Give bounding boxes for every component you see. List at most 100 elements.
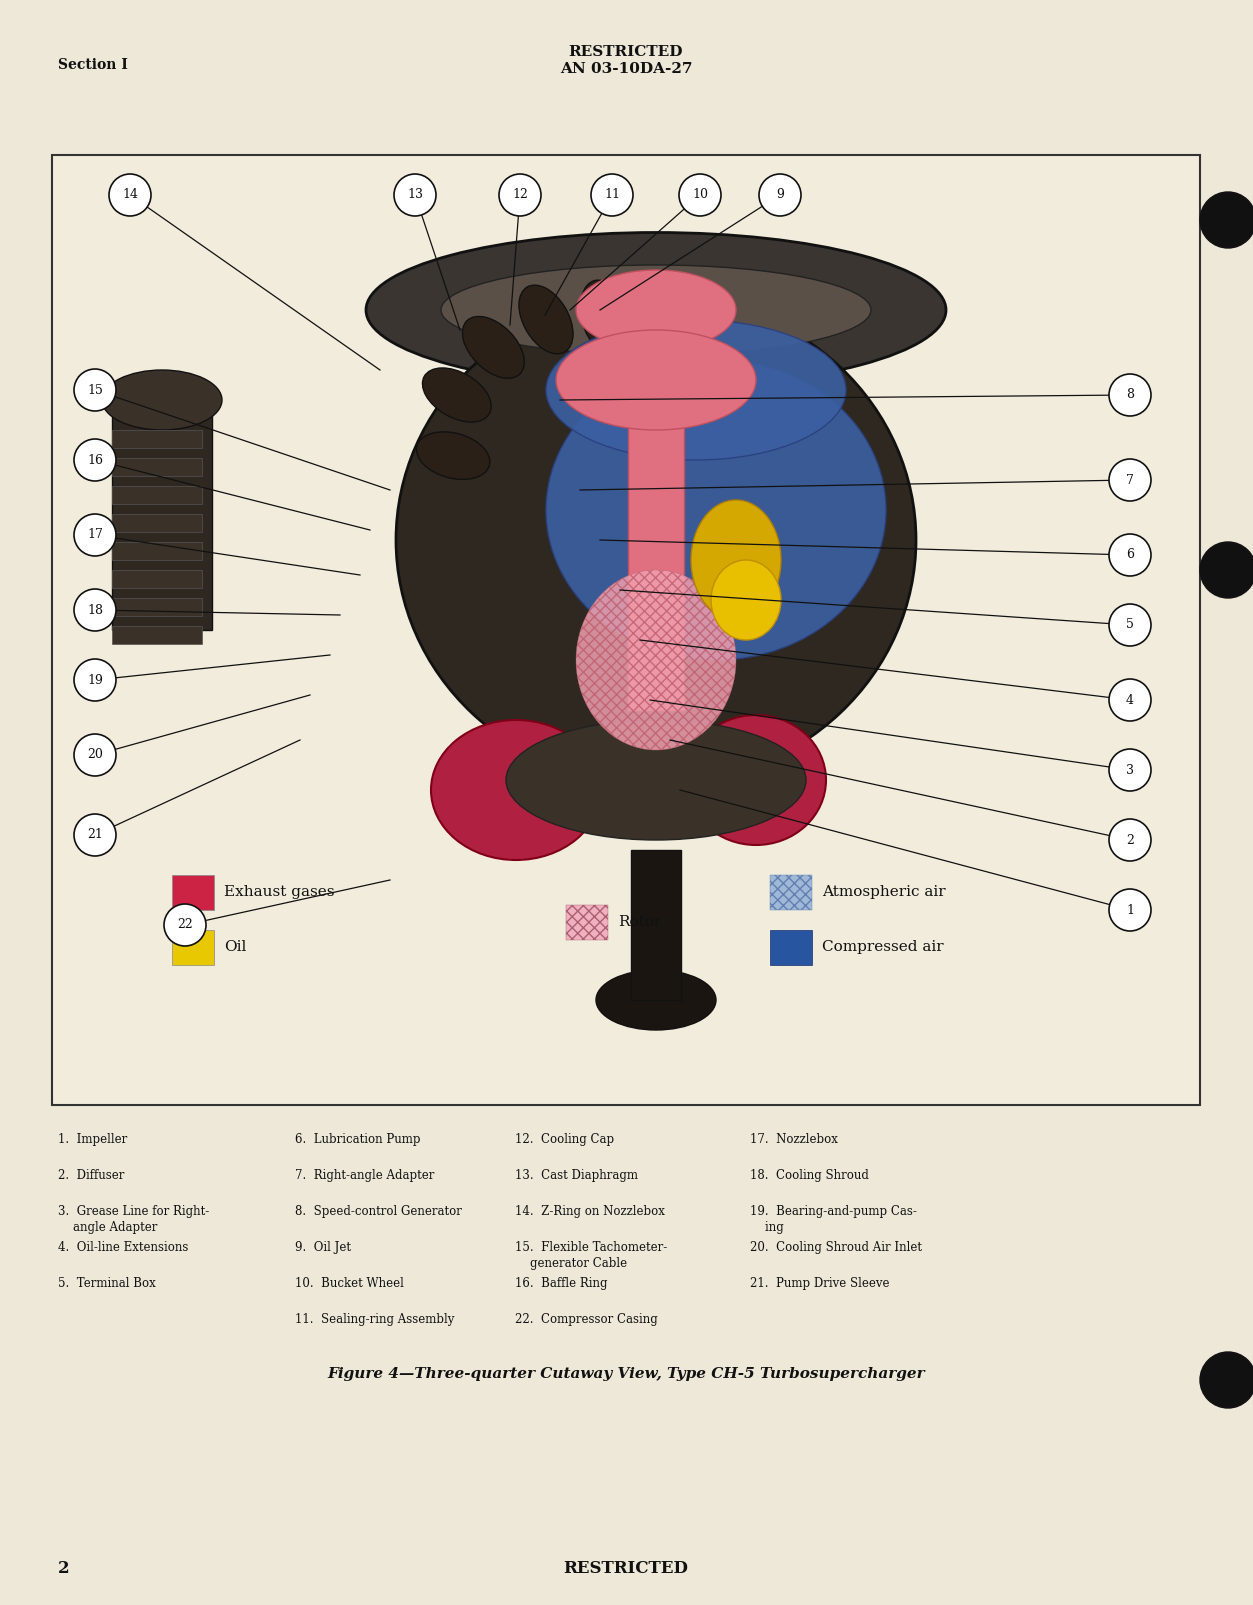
Bar	[628, 291, 684, 709]
Circle shape	[1200, 193, 1253, 249]
Bar	[771, 929, 812, 965]
Text: 19: 19	[86, 674, 103, 687]
Text: 21.  Pump Drive Sleeve: 21. Pump Drive Sleeve	[751, 1278, 890, 1290]
Text: 10.  Bucket Wheel: 10. Bucket Wheel	[294, 1278, 403, 1290]
Text: 5: 5	[1126, 618, 1134, 631]
Text: 22: 22	[177, 918, 193, 931]
Bar	[112, 430, 202, 448]
Circle shape	[74, 733, 117, 775]
Circle shape	[759, 173, 801, 217]
Circle shape	[1109, 750, 1152, 791]
Ellipse shape	[596, 969, 715, 1030]
Text: 18.  Cooling Shroud: 18. Cooling Shroud	[751, 1168, 868, 1181]
Bar	[112, 599, 202, 616]
Text: 9.  Oil Jet: 9. Oil Jet	[294, 1241, 351, 1254]
Circle shape	[164, 904, 205, 945]
Text: 7: 7	[1126, 473, 1134, 486]
Text: 21: 21	[86, 828, 103, 841]
Ellipse shape	[416, 432, 490, 480]
Ellipse shape	[576, 570, 736, 750]
Text: Exhaust gases: Exhaust gases	[224, 884, 335, 899]
Text: 9: 9	[776, 188, 784, 202]
Text: 1: 1	[1126, 904, 1134, 916]
Text: 2: 2	[1126, 833, 1134, 846]
Text: 7.  Right-angle Adapter: 7. Right-angle Adapter	[294, 1168, 435, 1181]
Ellipse shape	[556, 331, 756, 430]
Circle shape	[1109, 534, 1152, 576]
Text: 20.  Cooling Shroud Air Inlet: 20. Cooling Shroud Air Inlet	[751, 1241, 922, 1254]
Text: 3: 3	[1126, 764, 1134, 777]
Bar	[566, 905, 608, 941]
Text: 15: 15	[86, 384, 103, 396]
Circle shape	[499, 173, 541, 217]
Text: 6.  Lubrication Pump: 6. Lubrication Pump	[294, 1133, 421, 1146]
Bar	[112, 570, 202, 587]
Bar	[112, 626, 202, 644]
Bar	[771, 875, 812, 910]
Circle shape	[393, 173, 436, 217]
Bar	[172, 875, 214, 910]
Ellipse shape	[546, 319, 846, 461]
Ellipse shape	[441, 265, 871, 355]
Text: RESTRICTED: RESTRICTED	[564, 1560, 688, 1578]
Text: 11: 11	[604, 188, 620, 202]
Text: Compressed air: Compressed air	[822, 941, 944, 953]
Circle shape	[74, 660, 117, 701]
Text: 16.  Baffle Ring: 16. Baffle Ring	[515, 1278, 608, 1290]
Bar	[53, 156, 1200, 1104]
Text: 16: 16	[86, 454, 103, 467]
Ellipse shape	[396, 295, 916, 785]
Bar	[112, 486, 202, 504]
Ellipse shape	[690, 501, 781, 620]
Text: 3.  Grease Line for Right-
    angle Adapter: 3. Grease Line for Right- angle Adapter	[58, 1205, 209, 1234]
Circle shape	[591, 173, 633, 217]
Text: 14.  Z-Ring on Nozzlebox: 14. Z-Ring on Nozzlebox	[515, 1205, 665, 1218]
Text: RESTRICTED: RESTRICTED	[569, 45, 683, 59]
Ellipse shape	[576, 270, 736, 350]
Circle shape	[1109, 603, 1152, 645]
Text: 11.  Sealing-ring Assembly: 11. Sealing-ring Assembly	[294, 1313, 455, 1326]
Text: 14: 14	[122, 188, 138, 202]
Text: 10: 10	[692, 188, 708, 202]
Ellipse shape	[580, 281, 628, 353]
Text: 17: 17	[86, 528, 103, 541]
Text: 13: 13	[407, 188, 424, 202]
Text: 15.  Flexible Tachometer-
    generator Cable: 15. Flexible Tachometer- generator Cable	[515, 1241, 668, 1270]
Text: 2: 2	[58, 1560, 70, 1578]
Circle shape	[74, 814, 117, 855]
Circle shape	[1109, 374, 1152, 416]
Ellipse shape	[422, 368, 491, 422]
Bar	[112, 409, 212, 631]
Text: 17.  Nozzlebox: 17. Nozzlebox	[751, 1133, 838, 1146]
Ellipse shape	[101, 371, 222, 430]
Text: 2.  Diffuser: 2. Diffuser	[58, 1168, 124, 1181]
Circle shape	[74, 369, 117, 411]
Text: 13.  Cast Diaphragm: 13. Cast Diaphragm	[515, 1168, 638, 1181]
Text: 8.  Speed-control Generator: 8. Speed-control Generator	[294, 1205, 462, 1218]
Text: AN 03-10DA-27: AN 03-10DA-27	[560, 63, 692, 75]
Bar	[112, 457, 202, 477]
Circle shape	[1109, 819, 1152, 860]
Text: 8: 8	[1126, 388, 1134, 401]
Text: 12.  Cooling Cap: 12. Cooling Cap	[515, 1133, 614, 1146]
Text: 20: 20	[86, 748, 103, 761]
Text: Atmospheric air: Atmospheric air	[822, 884, 946, 899]
Text: Section I: Section I	[58, 58, 128, 72]
Ellipse shape	[546, 360, 886, 660]
Ellipse shape	[506, 721, 806, 839]
Bar	[112, 514, 202, 531]
Ellipse shape	[710, 560, 781, 640]
Text: 18: 18	[86, 603, 103, 616]
Text: 22.  Compressor Casing: 22. Compressor Casing	[515, 1313, 658, 1326]
Circle shape	[1109, 459, 1152, 501]
Ellipse shape	[462, 316, 524, 379]
Bar	[112, 542, 202, 560]
Bar	[172, 929, 214, 965]
Text: 5.  Terminal Box: 5. Terminal Box	[58, 1278, 155, 1290]
Ellipse shape	[431, 721, 601, 860]
Circle shape	[1200, 1351, 1253, 1408]
Circle shape	[74, 589, 117, 631]
Circle shape	[679, 173, 720, 217]
Text: 4.  Oil-line Extensions: 4. Oil-line Extensions	[58, 1241, 188, 1254]
Text: Rotor: Rotor	[618, 915, 662, 929]
